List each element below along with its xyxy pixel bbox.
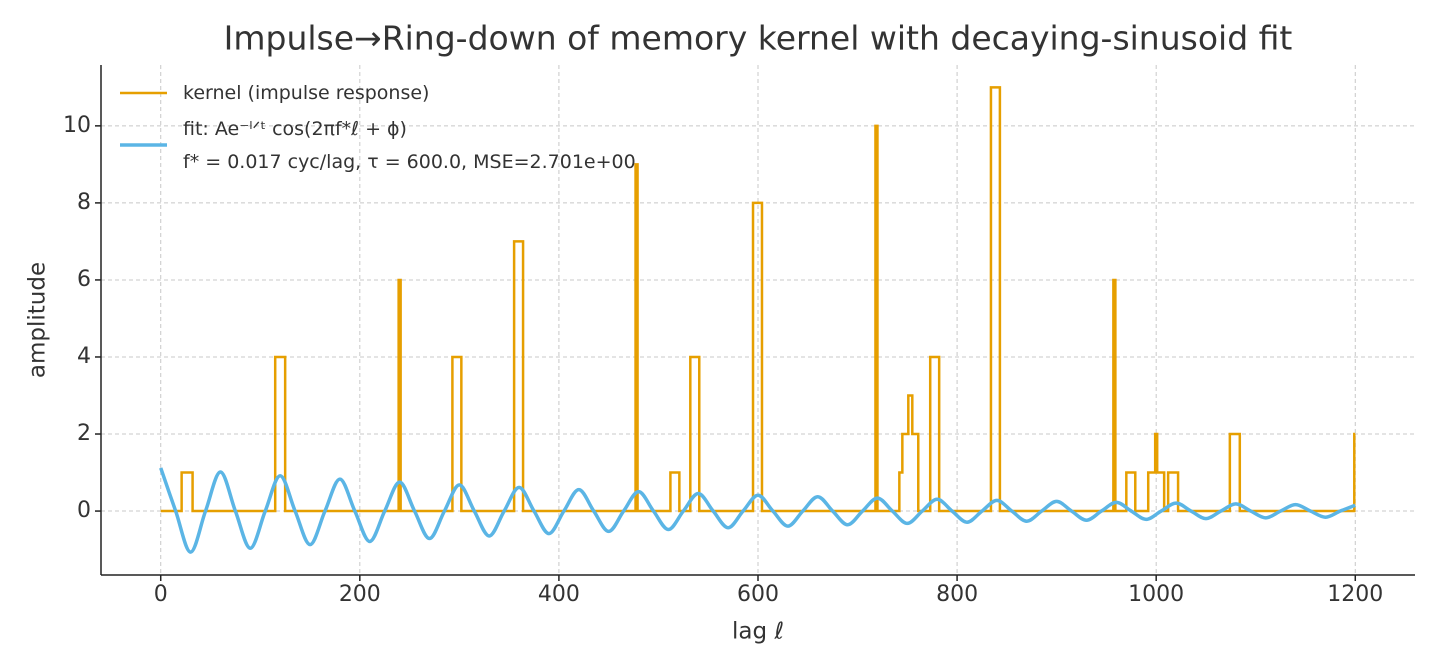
y-tick-label: 10 <box>63 113 91 138</box>
x-tick-label: 1000 <box>1128 582 1184 607</box>
legend-label: kernel (impulse response) <box>183 82 429 104</box>
series-line <box>160 86 1356 513</box>
y-tick-label: 4 <box>77 344 91 369</box>
y-tick-label: 8 <box>77 190 91 215</box>
x-tick-label: 200 <box>339 582 381 607</box>
y-axis-label: amplitude <box>25 262 51 378</box>
y-tick-label: 2 <box>77 421 91 446</box>
x-tick-label: 800 <box>936 582 978 607</box>
x-tick-label: 400 <box>538 582 580 607</box>
x-tick-label: 600 <box>737 582 779 607</box>
legend-label: fit: Ae⁻ˡᐟᵗ cos(2πf*ℓ + ϕ) f* = 0.017 cyc… <box>183 118 636 173</box>
x-tick-label: 1200 <box>1327 582 1383 607</box>
x-tick-label: 0 <box>154 582 168 607</box>
chart-title: Impulse→Ring-down of memory kernel with … <box>224 19 1293 58</box>
series-line <box>159 467 1356 554</box>
y-tick-label: 0 <box>77 498 91 523</box>
y-tick-label: 6 <box>77 267 91 292</box>
x-axis-label: lag ℓ <box>732 619 784 645</box>
